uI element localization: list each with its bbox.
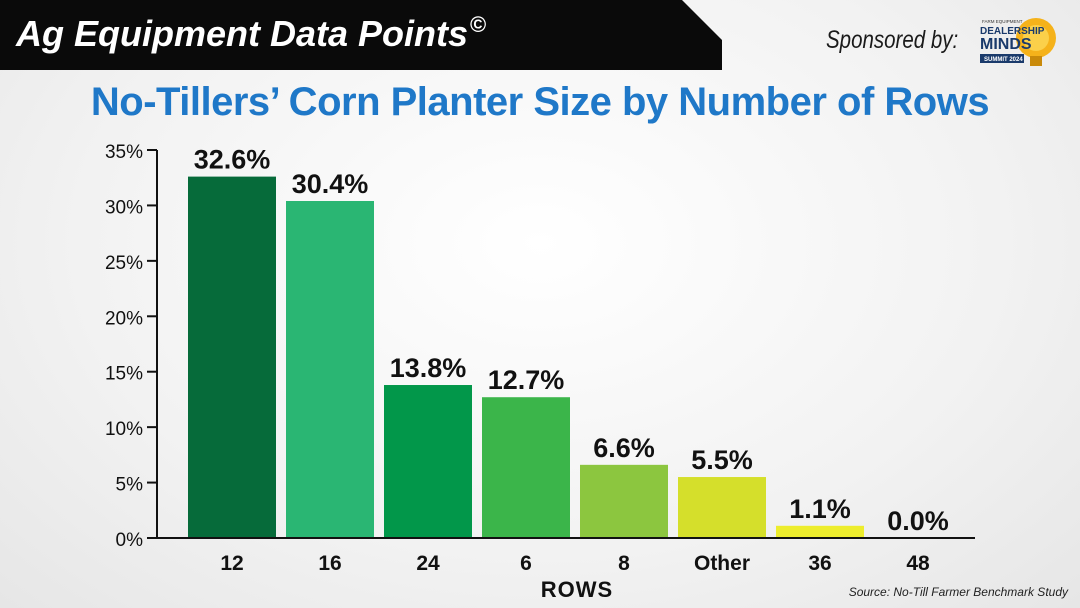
data-label: 6.6% [593,433,655,463]
chart-title: No-Tillers’ Corn Planter Size by Number … [90,80,990,124]
y-tick-label: 25% [105,253,143,274]
x-axis-title: ROWS [541,577,613,602]
bar-other [678,477,766,538]
x-tick-label: 6 [520,552,532,575]
bars [188,176,864,538]
x-tick-label: 24 [416,552,440,575]
x-tick-label: 48 [906,552,930,575]
y-tick-label: 35% [105,142,143,163]
x-tick-label: 16 [318,552,341,575]
x-tick-label: 8 [618,552,630,575]
data-label: 13.8% [390,353,467,383]
x-tick-label: 12 [220,552,243,575]
source-note: Source: No-Till Farmer Benchmark Study [848,585,1068,599]
data-label: 1.1% [789,494,851,524]
bar-24 [384,385,472,538]
data-label: 12.7% [488,365,565,395]
sponsor-logo: FARM EQUIPMENT DEALERSHIP MINDS SUMMIT 2… [980,18,1056,66]
banner-shape [0,0,722,70]
x-tick-label: Other [694,552,750,575]
sponsor-logo-line3: MINDS [980,36,1032,53]
bar-8 [580,464,668,538]
y-tick-label: 0% [116,530,144,551]
x-tick-label: 36 [808,552,831,575]
data-label: 32.6% [194,145,271,175]
bar-12 [188,176,276,538]
x-axis: 12 16 24 6 8 Other 36 48 [157,537,975,575]
y-tick-label: 30% [105,197,143,218]
sponsor-logo-line1: FARM EQUIPMENT [982,19,1023,24]
data-label: 5.5% [691,445,753,475]
data-label: 0.0% [887,506,949,536]
sponsor-logo-line4: SUMMIT 2024 [984,57,1023,63]
header-banner: Ag Equipment Data Points© [0,0,722,70]
bar-6 [482,397,570,538]
banner-title: Ag Equipment Data Points© [16,12,486,55]
sponsor-label: Sponsored by: [826,26,959,54]
sponsor-logo-line2: DEALERSHIP [980,26,1045,37]
banner-title-text: Ag Equipment Data Points [16,13,469,54]
y-tick-label: 10% [105,419,143,440]
y-tick-label: 5% [116,475,144,496]
data-labels: 32.6% 30.4% 13.8% 12.7% 6.6% 5.5% 1.1% 0.0% [194,145,949,536]
y-tick-label: 15% [105,364,143,385]
y-axis: 0% 5% 10% 15% 20% 25% 30% 35% [105,142,158,551]
y-tick-label: 20% [105,308,143,329]
copyright-mark: © [470,12,487,37]
data-label: 30.4% [292,169,369,199]
bar-16 [286,200,374,538]
bar-36 [776,525,864,538]
